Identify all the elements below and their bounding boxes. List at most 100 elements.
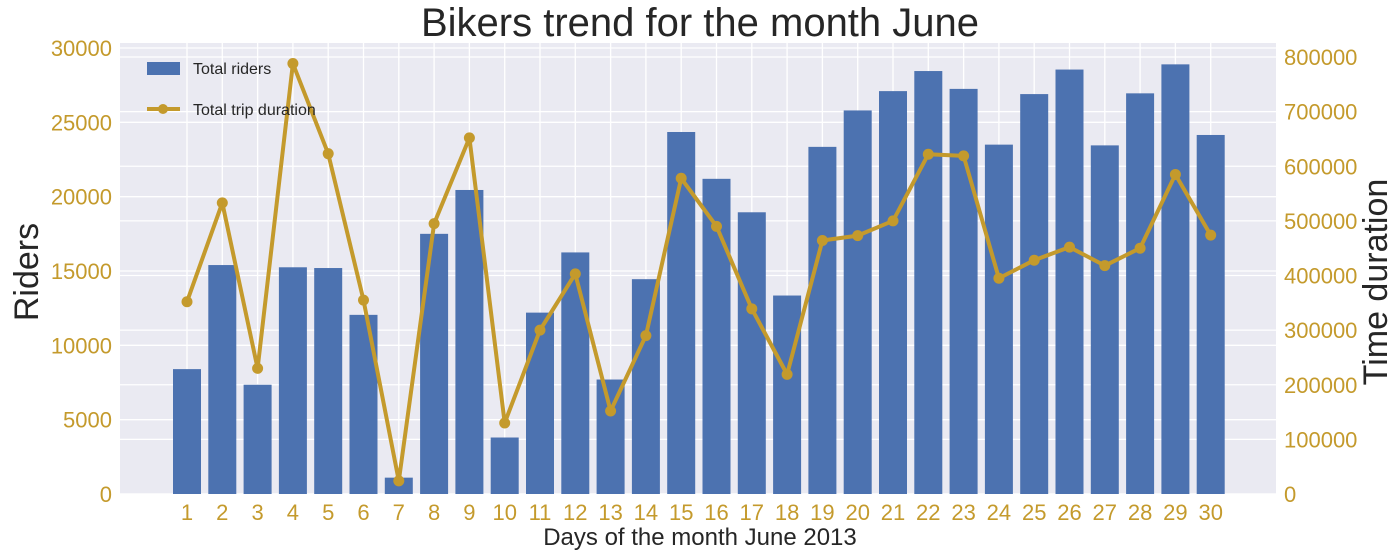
bar-day-29 bbox=[1161, 64, 1190, 494]
trip-duration-point-day-23 bbox=[958, 150, 970, 162]
bar-day-24 bbox=[984, 144, 1013, 494]
trip-duration-point-day-29 bbox=[1169, 168, 1181, 180]
x-tick-day-13: 13 bbox=[598, 500, 622, 525]
bar-day-9 bbox=[455, 189, 484, 494]
x-tick-day-29: 29 bbox=[1163, 500, 1187, 525]
trip-duration-point-day-10 bbox=[499, 417, 511, 429]
line-series bbox=[181, 58, 1217, 487]
y-tick-left: 5000 bbox=[63, 408, 112, 433]
trip-duration-point-day-14 bbox=[640, 330, 652, 342]
bar-day-22 bbox=[914, 71, 943, 494]
bar-day-8 bbox=[420, 233, 449, 495]
bar-day-2 bbox=[208, 265, 237, 494]
trip-duration-point-day-8 bbox=[428, 218, 440, 230]
x-tick-day-22: 22 bbox=[916, 500, 940, 525]
trip-duration-point-day-30 bbox=[1205, 229, 1217, 241]
y-tick-left: 10000 bbox=[51, 333, 112, 358]
x-tick-day-16: 16 bbox=[704, 500, 728, 525]
y-tick-right: 0 bbox=[1284, 482, 1296, 507]
x-tick-day-2: 2 bbox=[216, 500, 228, 525]
trip-duration-point-day-24 bbox=[993, 272, 1005, 284]
y-tick-right: 700000 bbox=[1284, 100, 1357, 125]
x-tick-day-23: 23 bbox=[951, 500, 975, 525]
bar-day-14 bbox=[631, 279, 660, 494]
left-y-tick-labels: 0 5000 10000 15000 20000 25000 30000 bbox=[51, 36, 112, 507]
y-tick-left: 15000 bbox=[51, 259, 112, 284]
trip-duration-point-day-12 bbox=[569, 268, 581, 280]
trip-duration-point-day-5 bbox=[322, 148, 334, 160]
chart-title: Bikers trend for the month June bbox=[421, 1, 979, 45]
y-axis-label-right: Time duration bbox=[1357, 179, 1395, 386]
y-tick-right: 400000 bbox=[1284, 264, 1357, 289]
x-tick-day-26: 26 bbox=[1057, 500, 1081, 525]
bar-series bbox=[173, 64, 1225, 495]
x-tick-day-6: 6 bbox=[357, 500, 369, 525]
x-tick-day-21: 21 bbox=[881, 500, 905, 525]
x-tick-labels: 1 2 3 4 5 6 7 8 9 10 11 12 13 14 15 16 17 18 19 20 21 22 23 24 2… bbox=[181, 500, 1223, 525]
x-axis-label: Days of the month June 2013 bbox=[543, 524, 857, 550]
x-tick-day-7: 7 bbox=[393, 500, 405, 525]
x-tick-day-17: 17 bbox=[740, 500, 764, 525]
bar-day-3 bbox=[243, 384, 272, 494]
trip-duration-point-day-27 bbox=[1099, 260, 1111, 272]
x-tick-day-11: 11 bbox=[529, 500, 552, 525]
bar-day-18 bbox=[773, 295, 802, 494]
trip-duration-point-day-6 bbox=[358, 294, 369, 306]
x-tick-day-15: 15 bbox=[669, 500, 693, 525]
trip-duration-point-day-21 bbox=[887, 215, 899, 227]
x-tick-day-8: 8 bbox=[428, 500, 440, 525]
bar-day-1 bbox=[173, 369, 201, 494]
trip-duration-point-day-4 bbox=[287, 58, 299, 70]
trip-duration-point-day-16 bbox=[711, 220, 722, 232]
y-axis-label-left: Riders bbox=[8, 223, 46, 321]
bar-day-27 bbox=[1090, 145, 1119, 495]
x-tick-day-30: 30 bbox=[1198, 500, 1222, 525]
legend: Total riders Total trip duration bbox=[147, 61, 316, 119]
trip-duration-point-day-18 bbox=[781, 368, 793, 380]
y-tick-right: 600000 bbox=[1284, 154, 1357, 179]
trip-duration-point-day-11 bbox=[534, 324, 546, 336]
trip-duration-point-day-28 bbox=[1134, 242, 1146, 254]
x-tick-day-25: 25 bbox=[1022, 500, 1046, 525]
trip-duration-point-day-19 bbox=[816, 235, 828, 247]
bar-day-26 bbox=[1055, 69, 1084, 494]
trip-duration-point-day-7 bbox=[393, 475, 405, 487]
y-tick-left: 0 bbox=[100, 482, 112, 507]
y-tick-right: 200000 bbox=[1284, 373, 1357, 398]
x-tick-day-1: 1 bbox=[181, 500, 193, 525]
bar-day-12 bbox=[561, 252, 590, 494]
trip-duration-point-day-2 bbox=[216, 197, 228, 209]
trip-duration-point-day-20 bbox=[852, 230, 864, 242]
bar-day-25 bbox=[1020, 94, 1049, 494]
bar-day-30 bbox=[1196, 134, 1225, 494]
bar-day-10 bbox=[490, 437, 519, 494]
y-tick-right: 500000 bbox=[1284, 209, 1357, 234]
bar-day-21 bbox=[879, 91, 907, 494]
x-tick-day-10: 10 bbox=[492, 500, 516, 525]
x-tick-day-20: 20 bbox=[845, 500, 869, 525]
bar-day-13 bbox=[596, 379, 625, 494]
right-y-tick-labels: 0 100000 200000 300000 400000 500000 600000 700… bbox=[1284, 45, 1357, 507]
bar-day-17 bbox=[737, 212, 766, 494]
x-tick-day-3: 3 bbox=[251, 500, 263, 525]
legend-line-marker bbox=[158, 104, 168, 114]
x-tick-day-9: 9 bbox=[463, 500, 475, 525]
bar-day-20 bbox=[843, 110, 872, 494]
trip-duration-line bbox=[185, 61, 1213, 483]
trip-duration-point-day-22 bbox=[922, 148, 934, 160]
trip-duration-point-day-26 bbox=[1064, 241, 1075, 253]
x-tick-day-18: 18 bbox=[775, 500, 799, 525]
bar-day-23 bbox=[949, 88, 978, 494]
trip-duration-point-day-1 bbox=[181, 296, 193, 308]
trip-duration-point-day-13 bbox=[605, 405, 617, 417]
bar-day-4 bbox=[278, 267, 307, 494]
trip-duration-point-day-15 bbox=[675, 172, 687, 184]
y-tick-right: 800000 bbox=[1284, 45, 1357, 70]
y-tick-left: 25000 bbox=[51, 110, 112, 135]
y-tick-left: 20000 bbox=[51, 185, 112, 210]
trip-duration-point-day-9 bbox=[463, 132, 475, 144]
y-tick-left: 30000 bbox=[51, 36, 112, 61]
x-tick-day-24: 24 bbox=[987, 500, 1011, 525]
bar-day-28 bbox=[1126, 93, 1155, 495]
